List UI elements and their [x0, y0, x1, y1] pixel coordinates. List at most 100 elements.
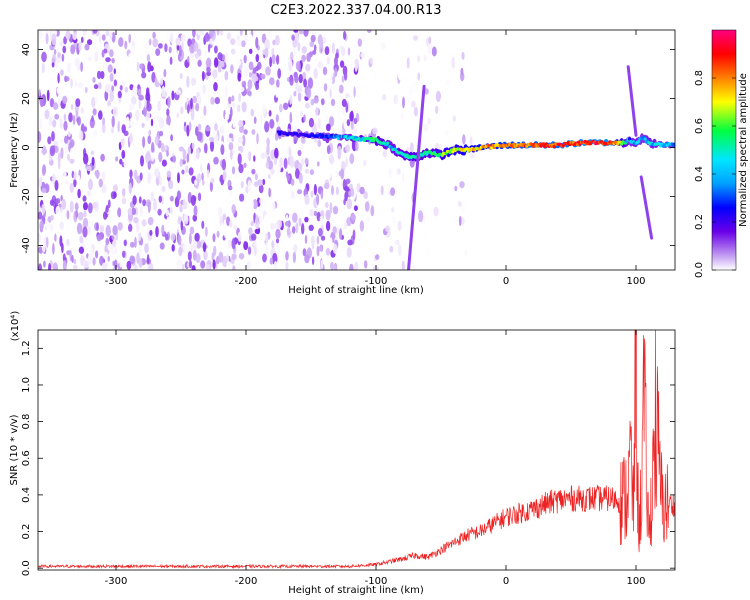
heatmap-cell — [247, 153, 251, 160]
heatmap-cell — [112, 106, 118, 118]
heatmap-cell — [369, 57, 373, 64]
heatmap-cell — [120, 138, 125, 147]
heatmap-cell — [317, 61, 324, 69]
heatmap-cell — [158, 152, 163, 163]
heatmap-cell — [264, 121, 270, 133]
heatmap-cell — [39, 117, 43, 130]
heatmap-cell — [189, 260, 192, 269]
heatmap-cell — [213, 57, 219, 68]
heatmap-cell — [194, 232, 200, 242]
heatmap-cell — [232, 122, 237, 128]
heatmap-cell — [268, 110, 272, 117]
heatmap-cell — [301, 223, 305, 235]
heatmap-cell — [390, 187, 396, 196]
heatmap-cell — [254, 76, 259, 82]
heatmap-cell — [179, 73, 183, 79]
heatmap-cell — [324, 114, 329, 123]
heatmap-cell — [75, 174, 81, 181]
heatmap-cell — [263, 214, 269, 225]
heatmap-cell — [110, 126, 115, 134]
heatmap-cell — [99, 225, 105, 233]
heatmap-cell — [354, 58, 359, 65]
heatmap-cell — [69, 182, 75, 193]
heatmap-cell — [136, 61, 140, 72]
heatmap-cell — [65, 179, 69, 185]
colorbar-tick-label: 0.2 — [694, 214, 705, 230]
heatmap-cell — [179, 45, 182, 57]
heatmap-cell — [313, 44, 317, 52]
heatmap-cell — [166, 114, 171, 127]
heatmap-cell — [192, 249, 197, 261]
heatmap-cell — [42, 124, 48, 133]
ridge-point — [448, 150, 452, 154]
heatmap-cell — [211, 252, 215, 261]
heatmap-cell — [187, 56, 190, 63]
y-tick-label: 0.8 — [21, 414, 32, 430]
heatmap-cell — [244, 35, 248, 43]
heatmap-cell — [54, 145, 59, 154]
heatmap-cell — [340, 168, 345, 180]
y-tick-label: -40 — [21, 237, 32, 253]
heatmap-cell — [336, 226, 339, 236]
heatmap-cell — [63, 113, 67, 122]
heatmap-cell — [176, 190, 181, 201]
heatmap-cell — [57, 52, 61, 58]
heatmap-cell — [269, 56, 272, 68]
heatmap-cell — [301, 54, 306, 62]
heatmap-cell — [271, 240, 275, 249]
heatmap-cell — [313, 68, 318, 79]
heatmap-cell — [113, 259, 118, 270]
heatmap-cell — [77, 82, 84, 88]
heatmap-cell — [462, 134, 466, 145]
heatmap-cell — [216, 30, 220, 36]
heatmap-cell — [248, 61, 254, 71]
heatmap-cell — [258, 184, 264, 194]
heatmap-cell — [298, 30, 305, 35]
heatmap-cell — [197, 59, 202, 67]
heatmap-cell — [327, 76, 333, 85]
heatmap-cell — [178, 261, 182, 270]
heatmap-cell — [49, 145, 56, 157]
heatmap-cell — [347, 239, 353, 246]
heatmap-cell — [308, 224, 314, 231]
heatmap-cell — [321, 105, 327, 114]
heatmap-cell — [145, 87, 150, 97]
heatmap-cell — [109, 49, 114, 58]
heatmap-cell — [346, 246, 352, 258]
colorbar-tick-label: 0.6 — [694, 118, 705, 134]
heatmap-cell — [209, 136, 215, 143]
heatmap-cell — [151, 71, 156, 83]
heatmap-cell — [117, 207, 122, 218]
heatmap-cell — [58, 95, 61, 107]
heatmap-cell — [454, 185, 458, 192]
heatmap-cell — [204, 33, 210, 42]
heatmap-cell — [206, 169, 210, 178]
heatmap-cell — [74, 57, 81, 68]
heatmap-cell — [303, 30, 309, 37]
heatmap-cell — [224, 113, 230, 121]
heatmap-cell — [302, 248, 307, 257]
heatmap-cell — [117, 222, 123, 231]
heatmap-cell — [297, 92, 302, 102]
heatmap-cell — [346, 198, 353, 210]
heatmap-cell — [93, 84, 99, 90]
heatmap-cell — [54, 233, 57, 242]
heatmap-cell — [409, 142, 414, 154]
heatmap-cell — [380, 185, 384, 196]
heatmap-cell — [227, 78, 232, 90]
heatmap-cell — [215, 186, 219, 193]
heatmap-cell — [72, 32, 77, 41]
ridge-point — [278, 132, 282, 136]
heatmap-cell — [187, 191, 192, 204]
heatmap-cell — [175, 89, 181, 95]
heatmap-cell — [96, 70, 102, 80]
heatmap-cell — [138, 94, 144, 101]
heatmap-cell — [186, 153, 190, 163]
y-tick-label: 1.0 — [21, 377, 32, 393]
heatmap-cell — [62, 95, 68, 104]
heatmap-cell — [310, 98, 315, 106]
heatmap-cell — [243, 54, 247, 64]
heatmap-cell — [195, 148, 200, 160]
heatmap-cell — [464, 249, 468, 258]
heatmap-cell — [105, 57, 111, 63]
